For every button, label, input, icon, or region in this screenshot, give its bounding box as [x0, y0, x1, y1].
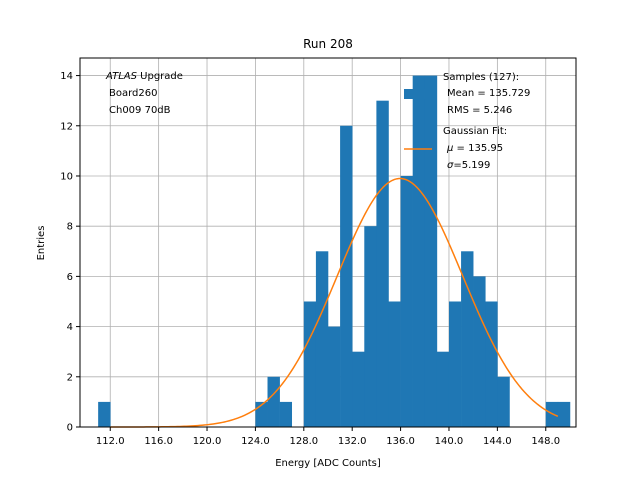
legend-sigma-label: σ=5.199 [447, 160, 490, 171]
histogram-bars [98, 75, 571, 428]
x-tick-label: 132.0 [338, 436, 367, 447]
legend-mu-label: μ = 135.95 [446, 143, 503, 154]
annotation-experiment: ATLAS [105, 71, 138, 82]
y-tick-label: 14 [60, 71, 73, 82]
axis-ticks: 112.0 116.0 120.0 124.0 128.0 132.0 136.0 140.0… [60, 71, 560, 447]
x-tick-label: 128.0 [289, 436, 318, 447]
legend-mu-value: = 135.95 [453, 143, 503, 154]
x-tick-label: 120.0 [193, 436, 222, 447]
legend-fit-label: Gaussian Fit: [443, 126, 507, 137]
x-tick-label: 148.0 [531, 436, 560, 447]
x-tick-label: 140.0 [435, 436, 464, 447]
info-annotation: ATLAS Upgrade Board260 Ch009 70dB [105, 71, 183, 116]
legend-sigma-symbol: σ [447, 160, 454, 171]
x-tick-label: 112.0 [96, 436, 125, 447]
x-tick-label: 116.0 [144, 436, 173, 447]
x-tick-label: 124.0 [241, 436, 270, 447]
histogram-bar [497, 376, 510, 427]
gaussian-fit-curve [110, 177, 559, 428]
y-axis-label: Entries [36, 226, 47, 261]
legend-rms-label: RMS = 5.246 [447, 105, 512, 116]
histogram-bar [376, 100, 389, 428]
histogram-bar [400, 175, 413, 427]
histogram-bar [340, 125, 353, 427]
legend-mean-label: Mean = 135.729 [447, 88, 530, 99]
legend-sigma-value: =5.199 [453, 160, 490, 171]
x-tick-label: 136.0 [386, 436, 415, 447]
histogram-bar [364, 226, 377, 427]
y-tick-label: 6 [67, 272, 73, 283]
histogram-bar [557, 401, 571, 427]
histogram-bar [315, 251, 329, 427]
histogram-bar [436, 351, 450, 427]
histogram-bar [303, 301, 317, 427]
histogram-bar [98, 401, 111, 427]
histogram-bar [279, 401, 293, 427]
histogram-bar [388, 301, 401, 427]
histogram-bar [448, 301, 462, 427]
y-tick-label: 12 [60, 121, 73, 132]
y-tick-label: 4 [67, 322, 73, 333]
x-axis-label: Energy [ADC Counts] [275, 458, 381, 469]
histogram-bar [352, 351, 365, 427]
legend-histogram-swatch [404, 89, 432, 99]
chart-title: Run 208 [303, 37, 353, 51]
legend-samples-label: Samples (127): [443, 72, 519, 83]
y-tick-label: 2 [67, 372, 73, 383]
axes-frame [79, 57, 577, 428]
histogram-bar [424, 75, 438, 428]
legend-mu-symbol: μ [446, 143, 453, 154]
annotation-experiment-suffix: Upgrade [137, 71, 183, 82]
y-tick-label: 0 [67, 423, 73, 434]
histogram-bar [328, 326, 341, 427]
histogram-bar [412, 75, 426, 428]
histogram-bar [255, 401, 268, 427]
x-tick-label: 144.0 [483, 436, 512, 447]
annotation-line-2: Board260 [109, 88, 157, 99]
annotation-line-1: ATLAS Upgrade [105, 71, 183, 82]
histogram-bar [545, 401, 559, 427]
histogram-bar [473, 276, 486, 427]
histogram-bar [485, 301, 498, 427]
histogram-bar [267, 376, 280, 427]
gaussian-fit-line [110, 177, 559, 428]
annotation-line-3: Ch009 70dB [109, 105, 171, 116]
legend: Samples (127): Mean = 135.729 RMS = 5.24… [404, 72, 530, 171]
y-tick-label: 8 [67, 222, 73, 233]
y-tick-label: 10 [60, 171, 73, 182]
